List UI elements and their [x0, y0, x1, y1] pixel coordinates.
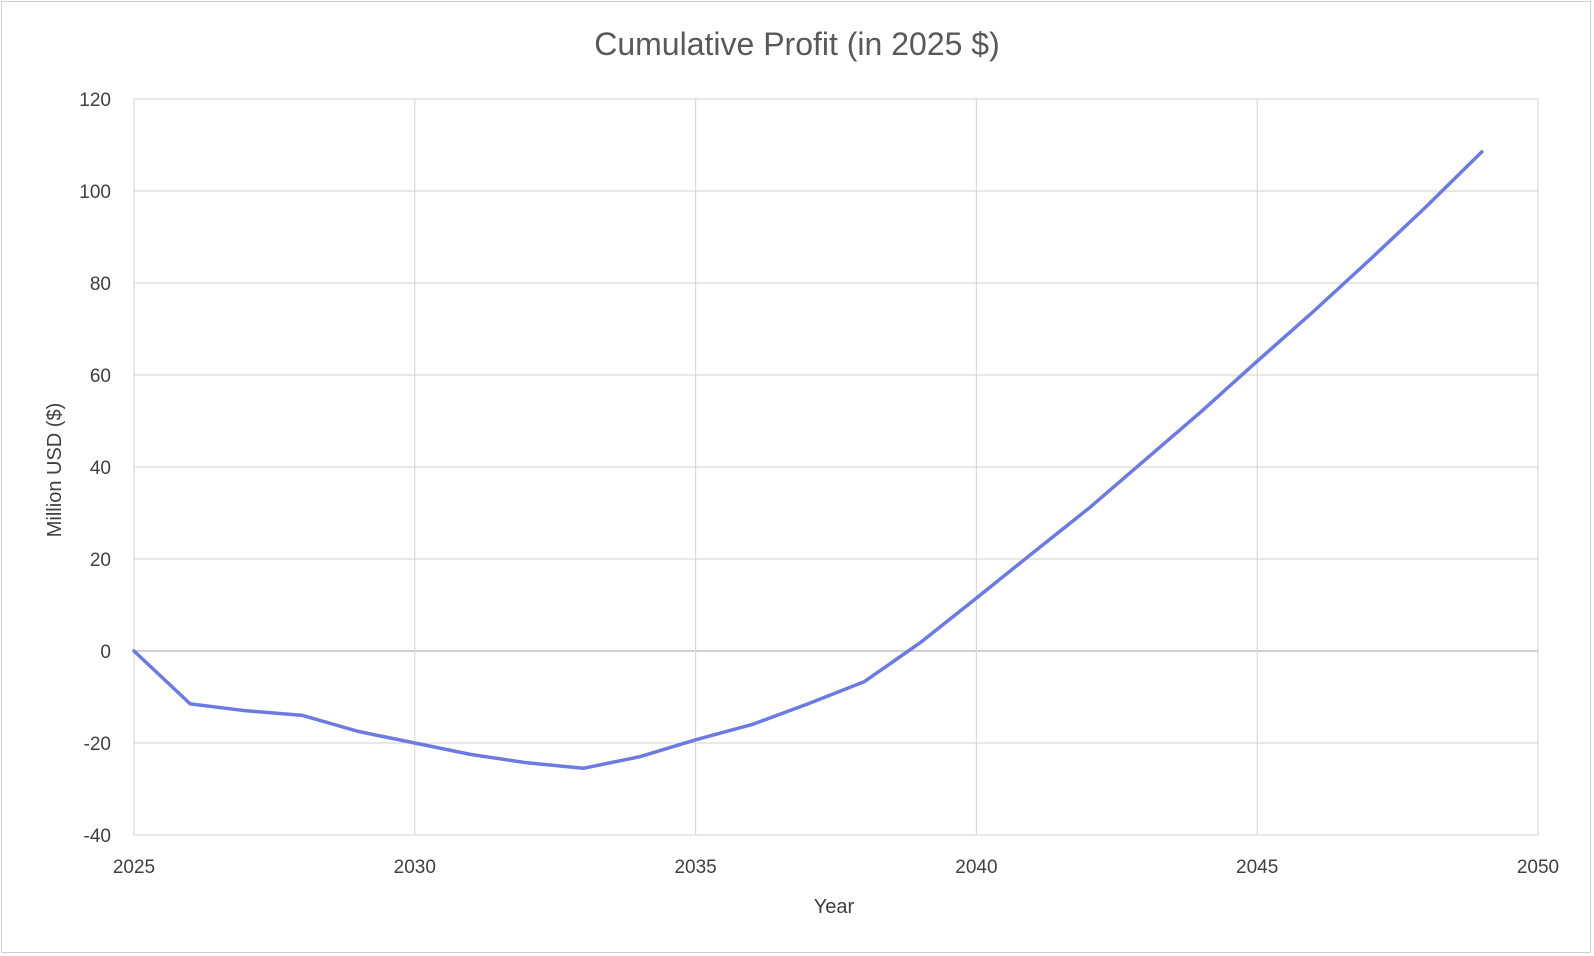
x-tick-label: 2025: [113, 857, 155, 878]
x-tick-label: 2045: [1236, 857, 1278, 878]
chart-title: Cumulative Profit (in 2025 $): [594, 26, 1000, 62]
y-tick-label: 40: [90, 458, 111, 479]
series-layer: [132, 150, 1484, 771]
y-tick-label: 60: [90, 366, 111, 387]
y-tick-label: 20: [90, 550, 111, 571]
x-gridlines: [133, 99, 1539, 835]
y-axis-title: Million USD ($): [44, 403, 66, 537]
x-tick-label: 2050: [1517, 857, 1559, 878]
x-axis-title: Year: [814, 896, 855, 918]
x-tick-label: 2040: [955, 857, 997, 878]
y-tick-label: 0: [100, 642, 111, 663]
y-tick-label: -40: [84, 826, 111, 847]
y-tick-label: 80: [90, 274, 111, 295]
series-line: [132, 150, 1484, 771]
y-tick-label: 120: [79, 90, 111, 111]
x-tick-label: 2030: [394, 857, 436, 878]
x-tick-label: 2035: [674, 857, 716, 878]
y-tick-label: -20: [84, 734, 111, 755]
y-tick-labels: -40 -20 0 20 40 60 80 100 120: [79, 90, 111, 847]
y-gridlines: [134, 98, 1538, 836]
y-tick-label: 100: [79, 182, 111, 203]
x-tick-labels: 2025 2030 2035 2040 2045 2050: [113, 857, 1559, 878]
